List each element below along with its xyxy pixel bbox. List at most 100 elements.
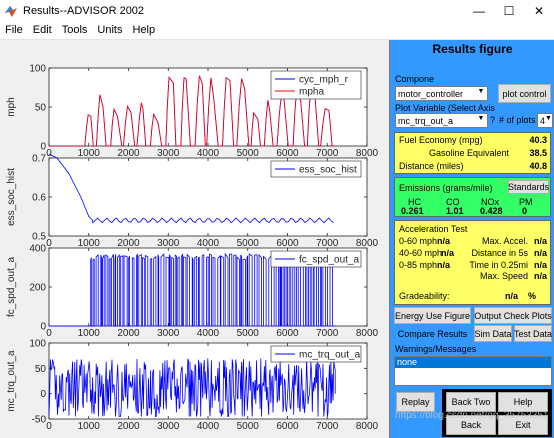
x-tick-label: 0 xyxy=(46,238,52,249)
menu-edit[interactable]: Edit xyxy=(32,24,52,36)
x-tick-label: 1000 xyxy=(78,421,101,432)
y-tick-label: 50 xyxy=(35,364,47,375)
tab-sim-data[interactable]: Sim Data xyxy=(474,325,512,342)
component-label: Compone xyxy=(395,74,435,84)
y-tick-label: 0.7 xyxy=(32,154,46,165)
window-title: Results--ADVISOR 2002 xyxy=(23,4,145,17)
plot-area: 0 1000 2000 3000 4000 5000 6000 7000 8000 0 50 100 m… xyxy=(0,40,388,438)
help-question[interactable]: ? xyxy=(490,115,496,125)
emission-hc-value: 0.261 xyxy=(401,206,424,216)
x-tick-label: 0 xyxy=(46,328,52,339)
plot-variable-value: mc_trq_out_a xyxy=(398,115,454,126)
emission-pm-label: PM xyxy=(519,197,533,207)
panel-title: Results figure xyxy=(432,42,513,56)
menu-bar: File Edit Tools Units Help xyxy=(0,21,554,40)
x-tick-label: 0 xyxy=(46,148,52,159)
y-tick-label: 0 xyxy=(40,389,46,400)
component-dropdown[interactable]: motor_controller ▼ xyxy=(395,86,488,101)
energy-use-button[interactable]: Energy Use Figure xyxy=(394,307,471,324)
x-tick-label: 1000 xyxy=(78,238,101,249)
emission-pm-value: 0 xyxy=(522,206,528,216)
help-button[interactable]: Help xyxy=(498,392,548,412)
minimize-icon[interactable]: — xyxy=(473,3,485,18)
x-tick-label: 5000 xyxy=(237,238,260,249)
accel-40-60-label: 40-60 mph xyxy=(399,248,443,258)
x-tick-label: 6000 xyxy=(276,148,299,159)
gradeability-unit: % xyxy=(528,291,537,301)
menu-tools[interactable]: Tools xyxy=(61,24,88,36)
num-plots-dropdown[interactable]: 4 ▼ xyxy=(537,113,553,128)
emissions-box: Emissions (grams/mile) Standards HC 0.26… xyxy=(394,177,551,217)
acceleration-box: Acceleration Test 0-60 mph n/a 40-60 mph… xyxy=(394,220,551,305)
distance-value: 40.8 xyxy=(529,161,547,171)
x-tick-label: 5000 xyxy=(237,328,260,339)
fuel-economy-value: 40.3 xyxy=(529,135,547,145)
x-tick-label: 4000 xyxy=(197,421,220,432)
x-tick-label: 2000 xyxy=(117,328,140,339)
menu-file[interactable]: File xyxy=(5,24,23,36)
emission-co-value: 1.01 xyxy=(446,206,464,216)
legend-box xyxy=(270,250,362,268)
legend-label: cyc_mph_r xyxy=(299,75,349,86)
x-tick-label: 6000 xyxy=(276,421,299,432)
y-tick-label: 0 xyxy=(40,322,46,333)
max-accel-label: Max. Accel. xyxy=(481,236,528,246)
output-check-button[interactable]: Output Check Plots xyxy=(474,307,552,324)
y-tick-label: 400 xyxy=(29,244,46,255)
distance-5s-label: Distance in 5s xyxy=(471,248,528,258)
x-tick-label: 4000 xyxy=(197,148,220,159)
y-tick-label: 50 xyxy=(35,103,47,114)
exit-button[interactable]: Exit xyxy=(498,415,548,435)
y-tick-label: 0.6 xyxy=(32,193,46,204)
replay-button[interactable]: Replay xyxy=(396,392,435,412)
y-axis-label: ess_soc_hist xyxy=(6,168,17,226)
plot-variable-dropdown[interactable]: mc_trq_out_a ▼ xyxy=(395,113,488,128)
tab-compare-results[interactable]: Compare Results xyxy=(397,329,468,339)
max-speed-value: n/a xyxy=(533,271,547,281)
emission-co-label: CO xyxy=(446,197,460,207)
standards-button[interactable]: Standards xyxy=(507,180,550,194)
y-axis-label: mc_trq_out_a xyxy=(6,350,17,412)
menu-units[interactable]: Units xyxy=(97,24,123,36)
plot-control-button[interactable]: plot control xyxy=(498,84,551,103)
num-plots-value: 4 xyxy=(540,115,546,126)
x-tick-label: 8000 xyxy=(356,421,379,432)
legend-box xyxy=(270,160,362,178)
watermark: https://blog.csdn.net/qq_35753351 xyxy=(395,410,549,421)
gasoline-equiv-value: 38.5 xyxy=(529,148,547,158)
y-axis-label: fc_spd_out_a xyxy=(6,257,17,317)
menu-help[interactable]: Help xyxy=(132,24,156,36)
back-two-button[interactable]: Back Two xyxy=(446,392,496,412)
window-controls: — ☐ ✕ xyxy=(464,0,554,21)
accel-0-60-value: n/a xyxy=(437,236,451,246)
warnings-item[interactable]: none xyxy=(395,357,551,368)
distance-label: Distance (miles) xyxy=(399,161,464,171)
x-tick-label: 8000 xyxy=(356,148,379,159)
tab-test-data[interactable]: Test Data xyxy=(514,325,552,342)
back-button[interactable]: Back xyxy=(446,415,496,435)
x-tick-label: 6000 xyxy=(276,328,299,339)
close-icon[interactable]: ✕ xyxy=(533,3,545,18)
plot-variable-label: Plot Variable (Select Axis xyxy=(395,103,495,113)
maximize-icon[interactable]: ☐ xyxy=(503,3,515,18)
legend-box xyxy=(270,70,362,100)
y-tick-label: -50 xyxy=(32,415,47,426)
y-tick-label: 100 xyxy=(29,64,46,75)
legend-label: mpha xyxy=(299,87,324,98)
x-tick-label: 7000 xyxy=(316,148,339,159)
results-panel: Results figure Compone motor_controller … xyxy=(389,40,554,438)
series-line-ess_soc_hist xyxy=(48,153,334,224)
x-tick-label: 0 xyxy=(46,421,52,432)
series-line-mpha xyxy=(49,75,335,147)
x-tick-label: 8000 xyxy=(356,238,379,249)
x-tick-label: 5000 xyxy=(237,148,260,159)
fuel-economy-box: Fuel Economy (mpg) 40.3 Gasoline Equival… xyxy=(394,132,551,174)
chevron-down-icon: ▼ xyxy=(477,115,485,122)
matlab-icon xyxy=(5,5,17,17)
x-tick-label: 1000 xyxy=(78,328,101,339)
x-tick-label: 2000 xyxy=(117,148,140,159)
warnings-list[interactable]: none xyxy=(394,356,552,386)
time-quarter-mile-label: Time in 0.25mi xyxy=(469,260,528,270)
x-tick-label: 2000 xyxy=(117,238,140,249)
x-tick-label: 5000 xyxy=(237,421,260,432)
